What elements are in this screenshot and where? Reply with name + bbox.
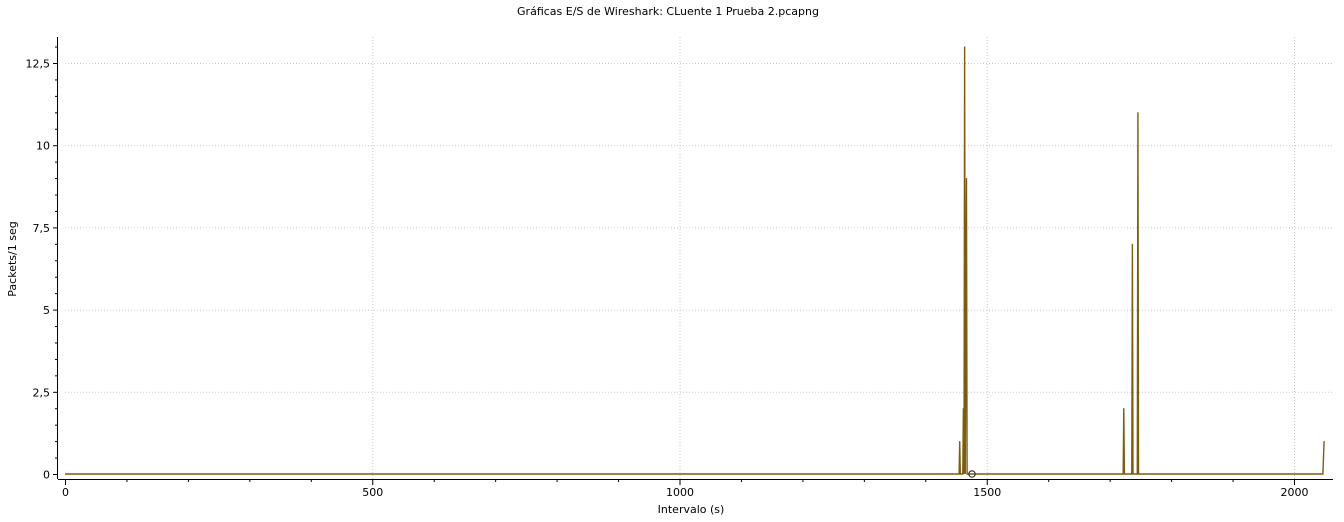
y-tick-label-0: 0	[43, 469, 50, 482]
y-axis-label: Packets/1 seg	[6, 221, 19, 296]
y-tick-label-2,5: 2,5	[33, 386, 51, 399]
series-layer	[65, 46, 1325, 475]
grid	[65, 37, 1333, 479]
cursor-marker	[968, 470, 976, 478]
series-line-0	[65, 46, 1325, 475]
marker-layer	[968, 470, 976, 478]
x-tick-label-1000: 1000	[666, 486, 694, 499]
x-tick-label-0: 0	[62, 486, 69, 499]
x-tick-label-500: 500	[362, 486, 383, 499]
chart-title: Gráficas E/S de Wireshark: CLuente 1 Pru…	[517, 5, 819, 18]
x-axis-label: Intervalo (s)	[658, 503, 725, 516]
x-tick-label-2000: 2000	[1281, 486, 1309, 499]
y-tick-label-7,5: 7,5	[33, 222, 51, 235]
y-tick-label-5: 5	[43, 304, 50, 317]
ticks: 0 2,5 5 7,5 10 12,5 0 500 1000 1500 2000	[26, 46, 1309, 499]
x-tick-label-1500: 1500	[973, 486, 1001, 499]
y-tick-label-12,5: 12,5	[26, 58, 51, 71]
axes	[57, 37, 1333, 480]
y-tick-label-10: 10	[36, 140, 50, 153]
